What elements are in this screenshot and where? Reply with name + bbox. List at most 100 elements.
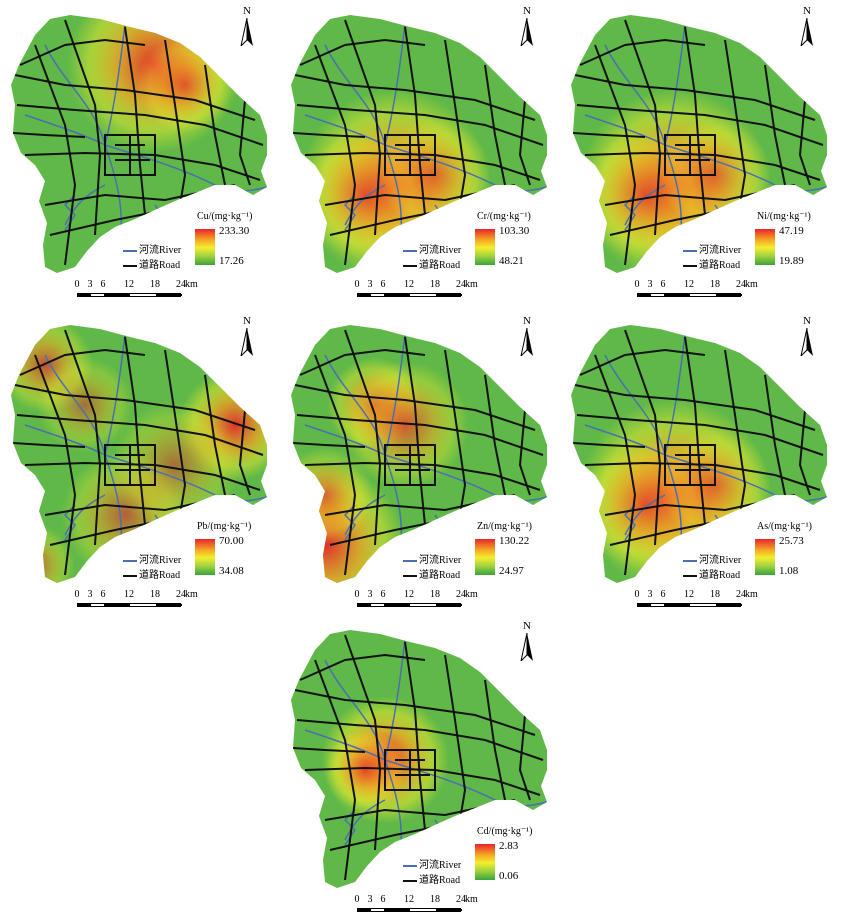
road-line — [124, 26, 146, 216]
river-line — [344, 184, 386, 226]
concentration-hotspot — [325, 730, 405, 810]
scale-tick: 6 — [100, 589, 106, 600]
road-line — [518, 714, 531, 801]
road-line — [798, 99, 811, 186]
road-line — [164, 39, 187, 206]
road-line — [572, 132, 646, 138]
color-ramp — [475, 229, 495, 265]
scale-tick: 24 — [456, 279, 466, 290]
map-panel-cu: N Cu/(mg·kg⁻¹) 233.30 17.26 河流River 道路Road 0 3 6… — [5, 5, 275, 305]
scale-bar-track — [77, 603, 182, 607]
scale-unit: km — [185, 279, 198, 290]
road-line — [296, 719, 544, 761]
road-line — [664, 134, 716, 176]
road-line — [12, 442, 86, 448]
scale-segment — [358, 294, 371, 296]
road-line — [384, 749, 436, 791]
scale-bar-track — [637, 603, 742, 607]
road-line — [518, 99, 531, 186]
road-line — [444, 39, 467, 206]
road-line — [404, 641, 426, 831]
road-line — [292, 747, 366, 753]
scale-segment — [664, 294, 690, 296]
road-line — [115, 135, 150, 175]
legend-river: 河流River — [403, 551, 461, 566]
scale-segment — [638, 604, 651, 606]
scale-segment — [358, 604, 371, 606]
road-line — [579, 38, 706, 66]
scale-segment — [78, 604, 91, 606]
scale-tick: 6 — [660, 279, 666, 290]
scale-tick: 6 — [380, 589, 386, 600]
min-value: 17.26 — [219, 255, 244, 267]
road-line — [404, 336, 426, 526]
scale-tick: 12 — [124, 589, 134, 600]
river-line — [384, 24, 406, 146]
road-line — [664, 444, 716, 486]
element-unit-label: As/(mg·kg⁻¹) — [757, 521, 812, 532]
scale-tick: 0 — [354, 589, 360, 600]
legend-river: 河流River — [403, 856, 461, 871]
scale-unit: km — [465, 894, 478, 905]
north-arrow-icon: N — [237, 315, 257, 357]
scale-tick: 12 — [684, 279, 694, 290]
scale-tick: 3 — [647, 279, 653, 290]
element-unit-label: Zn/(mg·kg⁻¹) — [477, 521, 532, 532]
map-canvas — [291, 325, 547, 583]
north-label: N — [523, 315, 531, 327]
map-canvas — [11, 15, 267, 273]
scale-segment — [436, 604, 462, 606]
road-line — [344, 634, 382, 851]
element-unit-label: Cu/(mg·kg⁻¹) — [197, 211, 253, 222]
legend-road: 道路Road — [403, 566, 460, 581]
scale-segment — [436, 909, 462, 911]
scale-tick: 0 — [74, 589, 80, 600]
road-line — [395, 135, 430, 175]
scale-tick: 18 — [430, 894, 440, 905]
north-label: N — [243, 5, 251, 17]
river-line — [104, 334, 126, 456]
scale-unit: km — [465, 589, 478, 600]
scale-bar: 0 3 6 12 18 24 km — [355, 894, 497, 918]
legend-river: 河流River — [123, 551, 181, 566]
road-line — [395, 445, 430, 485]
river-line — [64, 184, 106, 226]
river-line — [664, 334, 686, 456]
north-label: N — [803, 5, 811, 17]
road-line — [764, 374, 786, 496]
scale-unit: km — [185, 589, 198, 600]
road-line — [576, 414, 824, 456]
min-value: 1.08 — [779, 565, 799, 577]
road-line — [204, 64, 226, 186]
river-line — [664, 24, 686, 146]
river-line — [64, 494, 106, 536]
road-line — [572, 442, 646, 448]
scale-tick: 18 — [710, 589, 720, 600]
scale-tick: 0 — [634, 279, 640, 290]
max-value: 25.73 — [779, 535, 804, 547]
river-line — [384, 639, 406, 761]
legend-river: 河流River — [123, 241, 181, 256]
road-line — [404, 26, 426, 216]
scale-tick: 24 — [736, 589, 746, 600]
map-panel-as: N As/(mg·kg⁻¹) 25.73 1.08 河流River 道路Road 0 3 6 12… — [565, 315, 835, 615]
road-line — [675, 135, 710, 175]
min-value: 19.89 — [779, 255, 804, 267]
scale-bar: 0 3 6 12 18 24 km — [354, 589, 497, 613]
scale-tick: 18 — [710, 279, 720, 290]
element-unit-label: Ni/(mg·kg⁻¹) — [757, 211, 811, 222]
scale-tick: 12 — [404, 894, 414, 905]
river-line — [344, 799, 386, 841]
road-line — [314, 659, 357, 881]
north-label: N — [803, 315, 811, 327]
road-line — [344, 329, 382, 546]
scale-tick: 12 — [404, 589, 414, 600]
legend-road: 道路Road — [123, 566, 180, 581]
max-value: 47.19 — [779, 225, 804, 237]
scale-tick: 0 — [354, 279, 360, 290]
scale-segment — [78, 294, 91, 296]
scale-segment — [384, 909, 410, 911]
scale-tick: 3 — [87, 589, 93, 600]
scale-bar-track — [357, 603, 462, 607]
scale-segment — [384, 604, 410, 606]
